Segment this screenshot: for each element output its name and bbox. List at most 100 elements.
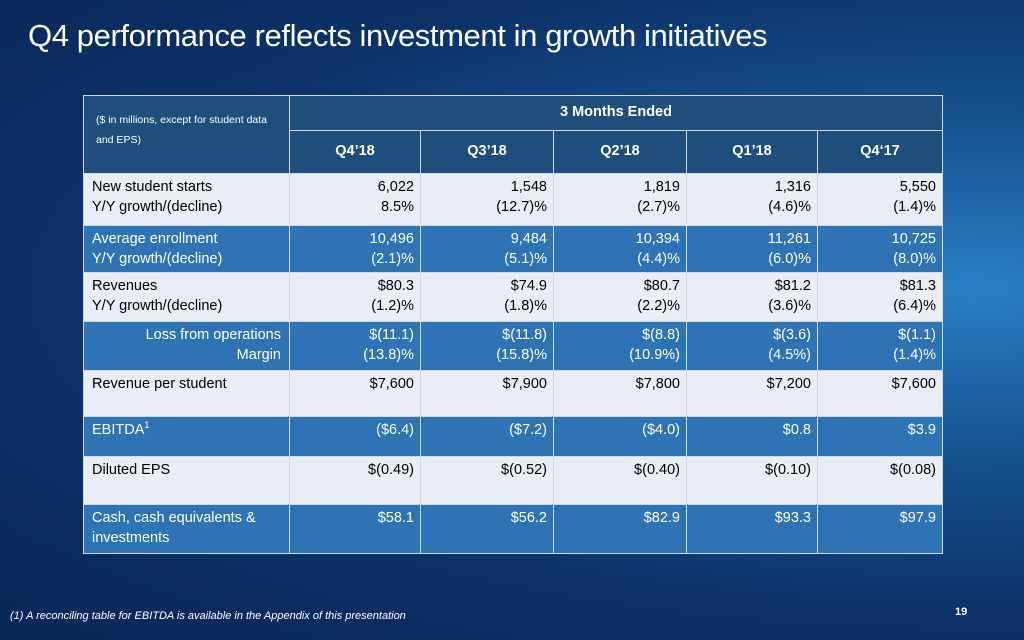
value-cell: $58.1 xyxy=(289,504,421,554)
value-line: 5,550 xyxy=(899,179,936,195)
table-row: Cash, cash equivalents & investments $58.1… xyxy=(83,504,943,554)
row-label: New student starts Y/Y growth/(decline) xyxy=(83,173,290,226)
value-line: $56.2 xyxy=(510,510,547,526)
header-row-period: ($ in millions, except for student data … xyxy=(83,95,943,174)
value-line: 10,496 xyxy=(369,231,414,247)
value-line: ($7.2) xyxy=(509,422,547,438)
value-line: $(1.1) xyxy=(898,327,936,343)
value-line: $(0.52) xyxy=(501,462,547,478)
value-line: (5.1)% xyxy=(504,251,547,267)
value-line: $(11.1) xyxy=(369,327,414,343)
value-cell: ($4.0) xyxy=(553,416,687,457)
value-line: $(11.8) xyxy=(502,327,547,343)
row-label-line: Loss from operations xyxy=(145,327,281,343)
row-label: EBITDA1 xyxy=(83,416,290,457)
value-line: $80.3 xyxy=(377,278,414,294)
value-cell: $7,600 xyxy=(817,370,943,417)
value-line: (8.0)% xyxy=(893,251,936,267)
value-cell: $7,900 xyxy=(420,370,554,417)
value-line: 6,022 xyxy=(377,179,414,195)
value-cell: $(0.40) xyxy=(553,456,687,505)
value-line: $81.2 xyxy=(774,278,811,294)
value-line: (1.4)% xyxy=(893,347,936,363)
value-cell: $80.3 (1.2)% xyxy=(289,272,421,322)
value-cell: $(8.8) (10.9%) xyxy=(553,321,687,371)
value-line: (2.1)% xyxy=(371,251,414,267)
value-cell: 1,316 (4.6)% xyxy=(686,173,818,226)
value-cell: $(11.8) (15.8)% xyxy=(420,321,554,371)
column-header: Q4’18 xyxy=(289,130,421,174)
value-line: $7,800 xyxy=(635,376,680,392)
value-cell: $(11.1) (13.8)% xyxy=(289,321,421,371)
value-cell: 6,022 8.5% xyxy=(289,173,421,226)
value-line: $(3.6) xyxy=(773,327,811,343)
value-line: (4.6)% xyxy=(768,199,811,215)
value-line: $7,600 xyxy=(891,376,936,392)
value-line: $82.9 xyxy=(643,510,680,526)
value-line: 1,819 xyxy=(643,179,680,195)
value-line: $(8.8) xyxy=(642,327,680,343)
value-cell: $81.3 (6.4)% xyxy=(817,272,943,322)
value-cell: $81.2 (3.6)% xyxy=(686,272,818,322)
value-line: $80.7 xyxy=(643,278,680,294)
table-row: Loss from operations Margin $(11.1) (13.8)%… xyxy=(83,321,943,371)
value-line: $74.9 xyxy=(510,278,547,294)
table-row: New student starts Y/Y growth/(decline) 6,… xyxy=(83,173,943,226)
value-cell: 9,484 (5.1)% xyxy=(420,225,554,273)
value-line: $0.8 xyxy=(782,422,811,438)
column-header: Q4‘17 xyxy=(817,130,943,174)
value-line: (2.2)% xyxy=(637,298,680,314)
row-label: Revenues Y/Y growth/(decline) xyxy=(83,272,290,322)
value-line: (3.6)% xyxy=(768,298,811,314)
value-line: $(0.49) xyxy=(368,462,414,478)
column-header: Q1’18 xyxy=(686,130,818,174)
value-cell: 10,394 (4.4)% xyxy=(553,225,687,273)
value-line: $7,900 xyxy=(502,376,547,392)
row-label: Cash, cash equivalents & investments xyxy=(83,504,290,554)
value-cell: $(3.6) (4.5%) xyxy=(686,321,818,371)
row-label: Revenue per student xyxy=(83,370,290,417)
row-label-line: EBITDA xyxy=(92,422,145,438)
value-line: 8.5% xyxy=(380,199,414,215)
value-cell: ($6.4) xyxy=(289,416,421,457)
row-label-line: Margin xyxy=(236,347,281,363)
value-line: 9,484 xyxy=(510,231,547,247)
value-line: (12.7)% xyxy=(496,199,547,215)
value-line: (4.4)% xyxy=(637,251,680,267)
table-row: Revenue per student $7,600 $7,900 $7,800 $7,… xyxy=(83,370,943,417)
value-cell: 10,725 (8.0)% xyxy=(817,225,943,273)
row-label: Average enrollment Y/Y growth/(decline) xyxy=(83,225,290,273)
value-cell: $7,200 xyxy=(686,370,818,417)
value-line: (1.8)% xyxy=(504,298,547,314)
value-line: $(0.08) xyxy=(890,462,936,478)
value-cell: 5,550 (1.4)% xyxy=(817,173,943,226)
value-line: $97.9 xyxy=(899,510,936,526)
page-number: 19 xyxy=(955,606,968,618)
value-cell: $74.9 (1.8)% xyxy=(420,272,554,322)
unit-note: ($ in millions, except for student data … xyxy=(83,95,290,174)
value-line: 1,316 xyxy=(774,179,811,195)
table-row: Revenues Y/Y growth/(decline) $80.3 (1.2)% $… xyxy=(83,272,943,322)
value-cell: 1,548 (12.7)% xyxy=(420,173,554,226)
row-label-line: Diluted EPS xyxy=(92,462,171,478)
value-cell: $(0.10) xyxy=(686,456,818,505)
footnote-mark: 1 xyxy=(144,420,150,431)
row-label-line: Y/Y growth/(decline) xyxy=(92,298,223,314)
value-line: ($4.0) xyxy=(642,422,680,438)
value-line: $3.9 xyxy=(907,422,936,438)
value-line: (2.7)% xyxy=(637,199,680,215)
value-cell: $93.3 xyxy=(686,504,818,554)
value-line: $7,200 xyxy=(766,376,811,392)
value-cell: $(0.49) xyxy=(289,456,421,505)
value-line: (1.4)% xyxy=(893,199,936,215)
value-cell: $82.9 xyxy=(553,504,687,554)
table-row: Average enrollment Y/Y growth/(decline) 10… xyxy=(83,225,943,273)
row-label-line: Revenues xyxy=(92,278,158,294)
slide-title: Q4 performance reflects investment in gr… xyxy=(28,18,768,53)
value-line: $(0.40) xyxy=(634,462,680,478)
value-line: 10,725 xyxy=(891,231,936,247)
value-line: $(0.10) xyxy=(765,462,811,478)
row-label-line: Cash, cash equivalents & xyxy=(92,510,256,526)
value-cell: ($7.2) xyxy=(420,416,554,457)
value-line: $58.1 xyxy=(377,510,414,526)
